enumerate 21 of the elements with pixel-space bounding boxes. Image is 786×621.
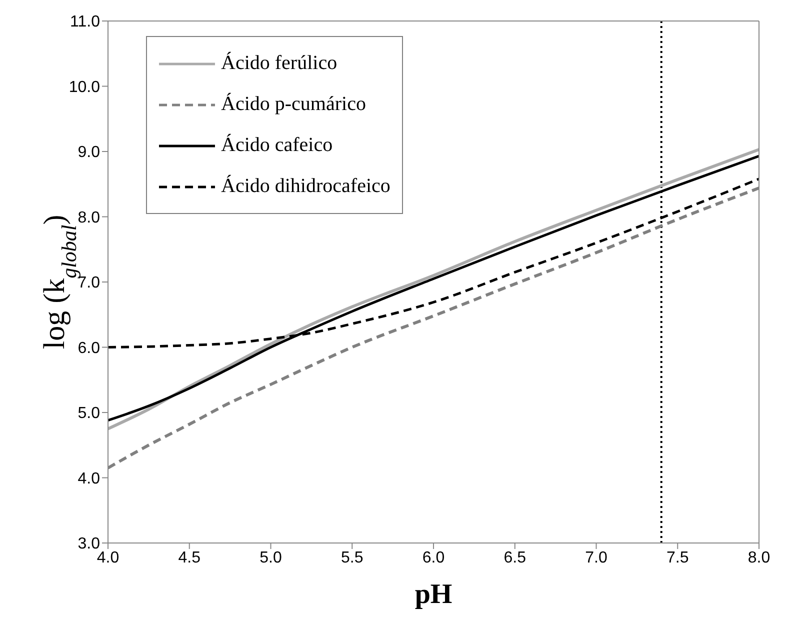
y-tick-label: 5.0 [78,405,100,422]
legend-label: Ácido p-cumárico [221,93,366,116]
x-tick-label: 5.0 [260,549,282,566]
x-tick-label: 7.5 [666,549,689,566]
legend-label: Ácido ferúlico [221,52,338,75]
x-tick-label: 7.0 [585,549,608,566]
y-tick-label: 7.0 [78,274,100,292]
legend-label: Ácido cafeico [221,134,333,157]
y-tick-label: 11.0 [70,14,100,31]
y-tick-label: 4.0 [78,470,100,488]
x-tick-label: 6.5 [504,549,526,566]
x-tick-label: 5.5 [341,549,364,566]
y-tick-label: 9.0 [78,144,100,162]
x-axis-title: pH [414,579,452,610]
y-tick-label: 6.0 [78,340,100,357]
y-tick-label: 8.0 [78,209,100,226]
y-tick-label: 10.0 [68,78,100,96]
x-tick-label: 4.5 [178,549,201,566]
x-tick-label: 6.0 [422,549,445,566]
x-tick-label: 8.0 [748,549,770,566]
legend-label: Ácido dihidrocafeico [221,175,390,198]
